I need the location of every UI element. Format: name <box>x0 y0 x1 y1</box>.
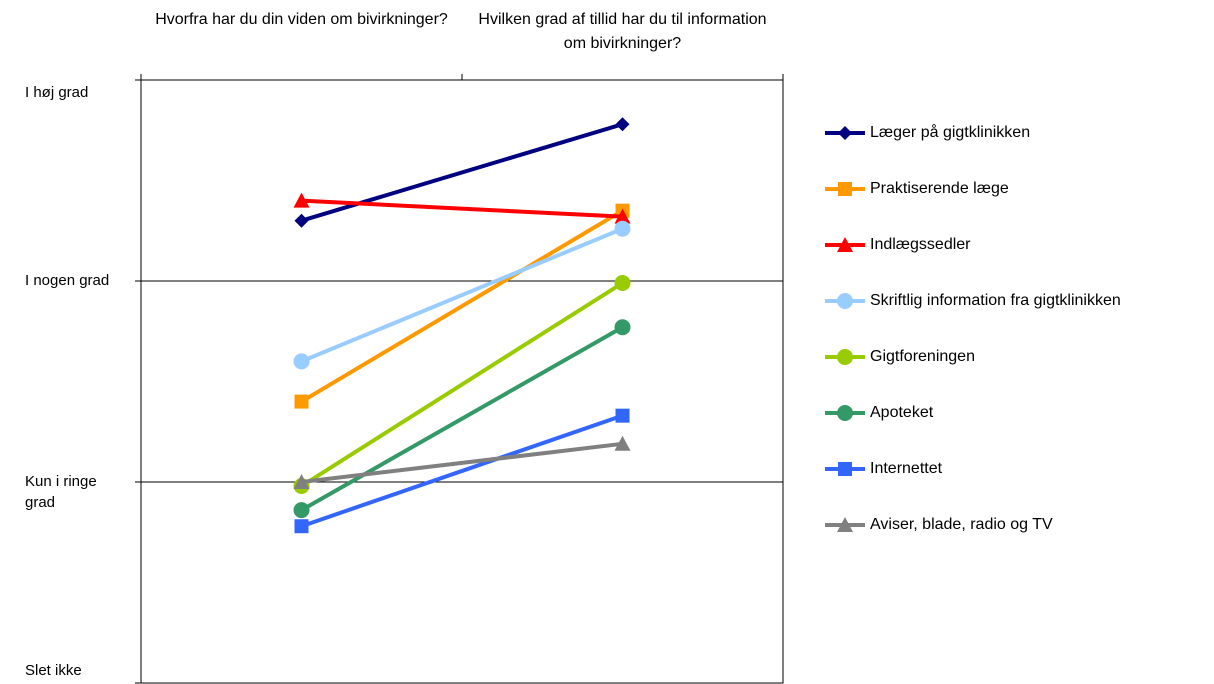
y-tick-label: I høj grad <box>25 84 89 101</box>
legend-marker <box>838 462 852 476</box>
data-point <box>614 275 631 292</box>
data-point <box>293 502 310 519</box>
y-tick-label: Kun i ringe grad <box>25 473 97 511</box>
data-point <box>293 474 310 489</box>
legend-marker <box>837 517 853 532</box>
legend-label: Internettet <box>870 460 943 477</box>
data-point <box>293 192 310 208</box>
legend-marker <box>837 349 853 365</box>
data-point <box>614 208 631 224</box>
data-point <box>293 353 310 370</box>
series-line <box>301 198 623 219</box>
x-tick-label: Hvilken grad af tillid har du til inform… <box>478 11 767 52</box>
legend-label: Gigtforeningen <box>870 348 975 365</box>
series-line <box>300 325 624 512</box>
data-point <box>294 394 309 409</box>
legend-label: Apoteket <box>870 404 934 421</box>
series-line <box>300 413 624 529</box>
data-point <box>614 319 631 336</box>
y-tick-label: Slet ikke <box>25 662 82 679</box>
series-line <box>301 441 623 484</box>
data-point <box>615 408 630 423</box>
legend-label: Aviser, blade, radio og TV <box>870 516 1053 533</box>
legend-label: Praktiserende læge <box>870 180 1009 197</box>
series-line <box>300 208 624 404</box>
legend-marker <box>837 237 853 252</box>
legend-label: Læger på gigtklinikken <box>870 123 1030 141</box>
series-line <box>300 122 624 223</box>
data-point <box>294 213 309 228</box>
legend-label: Indlægssedler <box>870 236 971 253</box>
legend-marker <box>837 405 853 421</box>
data-point <box>614 435 631 451</box>
x-tick-label: Hvorfra har du din viden om bivirkninger… <box>155 11 448 28</box>
y-tick-label: I nogen grad <box>25 272 110 289</box>
data-point <box>294 519 309 534</box>
data-point <box>615 117 630 132</box>
legend-marker <box>838 126 852 140</box>
series-line <box>300 281 624 488</box>
legend-marker <box>837 293 853 309</box>
legend-marker <box>838 182 852 196</box>
legend-label: Skriftlig information fra gigtklinikken <box>870 292 1121 309</box>
series-line <box>300 226 624 364</box>
data-point <box>614 220 631 237</box>
